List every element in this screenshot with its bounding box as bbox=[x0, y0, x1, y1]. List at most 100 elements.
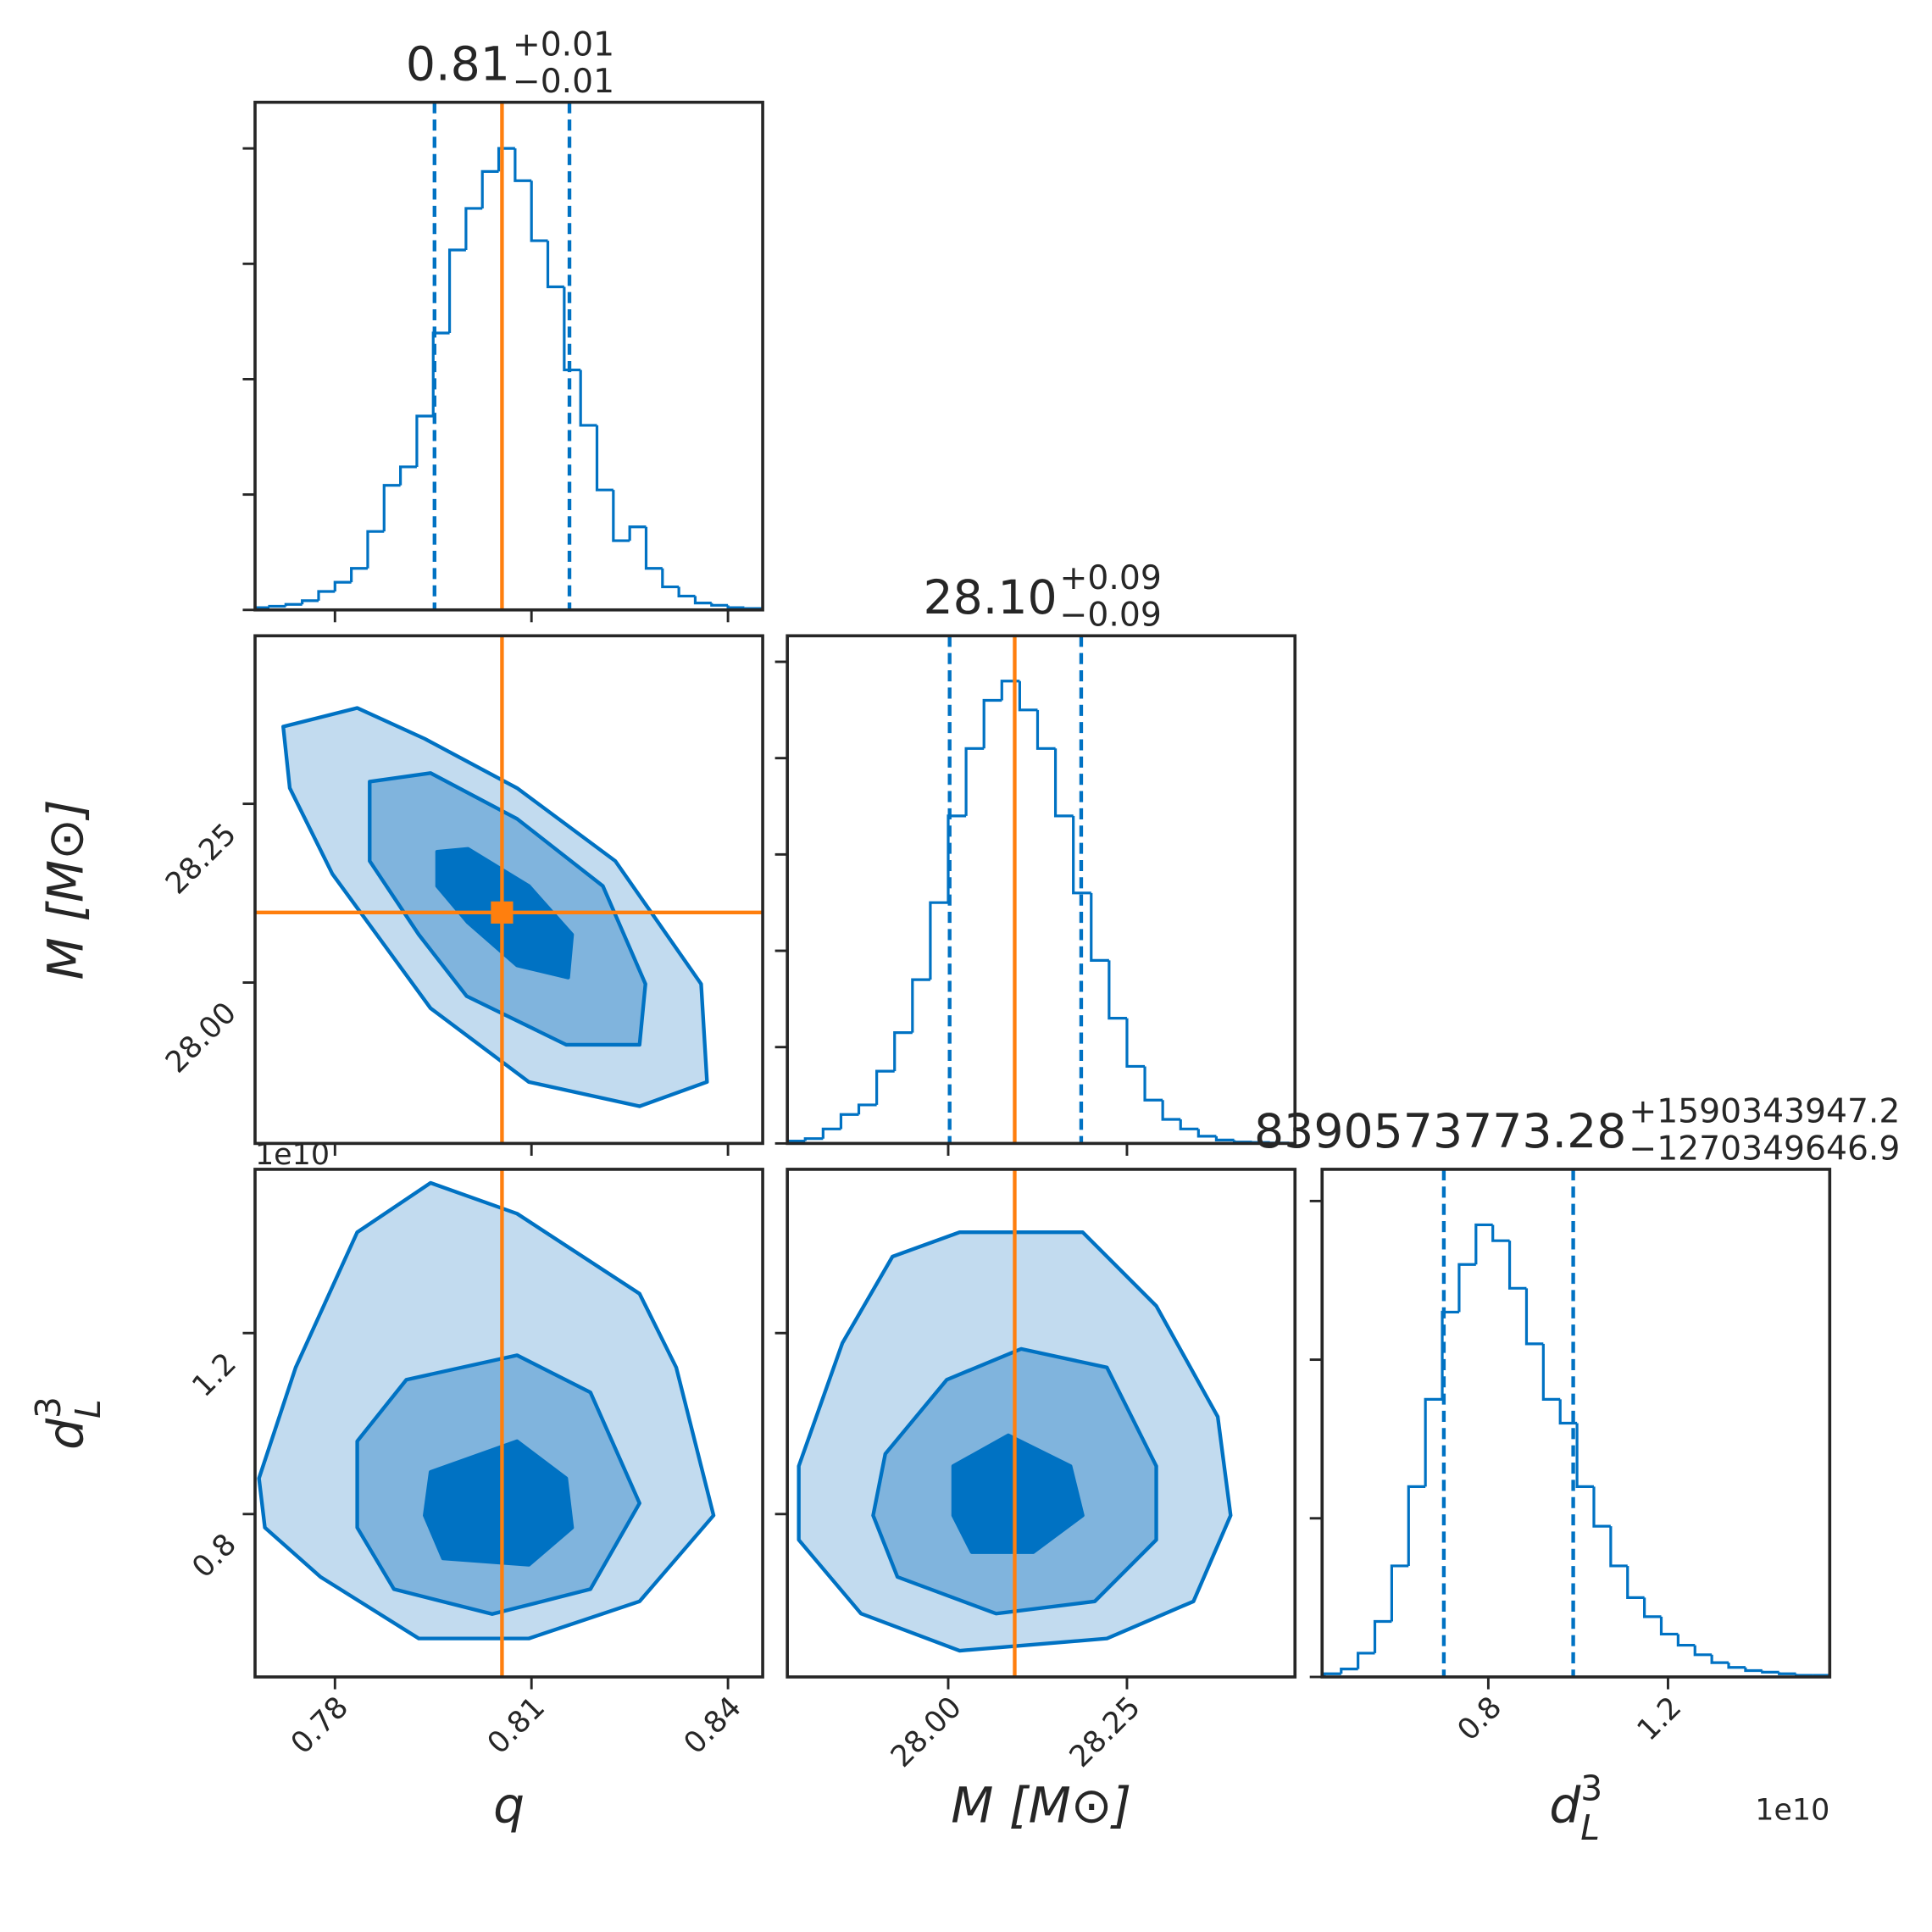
histogram-step bbox=[1609, 1526, 1628, 1568]
truth-marker bbox=[491, 901, 514, 924]
histogram-step bbox=[480, 169, 499, 208]
axis-label: q bbox=[493, 1777, 525, 1835]
histogram-step bbox=[1072, 815, 1091, 895]
histogram-step bbox=[1125, 1018, 1146, 1069]
histogram-step bbox=[1424, 1397, 1443, 1487]
x-tick-label: 0.84 bbox=[678, 1690, 748, 1761]
y-tick-label: 28.00 bbox=[159, 996, 243, 1080]
histogram-step bbox=[726, 605, 745, 609]
panel-title-lower: −0.01 bbox=[513, 63, 614, 101]
histogram-step bbox=[982, 698, 1002, 749]
histogram-step bbox=[1676, 1634, 1696, 1647]
panel bbox=[254, 102, 763, 610]
histogram-step bbox=[710, 602, 729, 607]
axis-label-sup: 3 bbox=[1580, 1768, 1602, 1808]
axis-label: d3L bbox=[28, 1396, 108, 1450]
histogram-step bbox=[644, 526, 663, 570]
histogram-step bbox=[1778, 1672, 1796, 1675]
axis-label-group: M [M⊙] bbox=[951, 1777, 1131, 1835]
panel-title-lower: −0.09 bbox=[1060, 597, 1162, 635]
x-tick-label: 0.8 bbox=[1452, 1690, 1509, 1748]
panel-title: 0.81 bbox=[406, 38, 510, 92]
histogram-step bbox=[1710, 1654, 1729, 1664]
histogram-step bbox=[301, 599, 319, 605]
axis-label-group: M [M⊙] bbox=[36, 799, 94, 980]
x-tick-label: 1.2 bbox=[1631, 1690, 1689, 1748]
panel bbox=[254, 636, 763, 1144]
histogram-step bbox=[514, 148, 532, 182]
axes-frame bbox=[786, 634, 1297, 1146]
y-tick-label: 1.2 bbox=[186, 1346, 243, 1404]
axis-label-base: d bbox=[1549, 1777, 1581, 1835]
histogram-step bbox=[787, 1139, 806, 1144]
histogram-step bbox=[1507, 1241, 1527, 1290]
histogram-step bbox=[929, 901, 949, 980]
histogram-step bbox=[857, 1103, 877, 1115]
histogram-step bbox=[546, 241, 564, 289]
axis-label-base: d bbox=[36, 1418, 94, 1450]
histogram-step bbox=[1161, 1100, 1181, 1121]
histogram-step bbox=[612, 490, 630, 542]
histogram-step bbox=[1761, 1670, 1779, 1674]
contour bbox=[423, 1439, 575, 1567]
histogram-step bbox=[1643, 1597, 1662, 1618]
axes-frame bbox=[253, 634, 764, 1146]
histogram-step bbox=[1035, 709, 1056, 750]
histogram-step bbox=[1744, 1667, 1763, 1673]
histogram-step bbox=[1693, 1645, 1713, 1657]
histogram-step bbox=[875, 1069, 895, 1105]
axes-frame bbox=[1320, 1168, 1832, 1679]
histogram-step bbox=[1541, 1343, 1561, 1401]
histogram-step bbox=[382, 484, 401, 532]
histogram-step bbox=[1575, 1423, 1594, 1488]
histogram-step bbox=[1626, 1565, 1645, 1600]
histogram-step bbox=[1524, 1288, 1544, 1346]
histogram-step bbox=[1196, 1129, 1217, 1138]
histogram-step bbox=[1491, 1224, 1510, 1242]
histogram-step bbox=[1813, 1674, 1830, 1678]
histogram-step bbox=[1108, 960, 1127, 1020]
histogram-step bbox=[1727, 1663, 1746, 1669]
histogram-step bbox=[317, 590, 336, 601]
axis-label-group: q bbox=[493, 1777, 525, 1835]
histogram-step bbox=[839, 1113, 859, 1130]
histogram-step bbox=[1558, 1399, 1578, 1425]
histogram-step bbox=[530, 180, 548, 242]
histogram-step bbox=[254, 606, 270, 609]
histogram-step bbox=[1053, 748, 1074, 818]
histogram-step bbox=[333, 580, 352, 591]
histogram-step bbox=[399, 465, 417, 486]
histogram-step bbox=[1143, 1066, 1163, 1102]
y-tick-label: 0.8 bbox=[186, 1528, 243, 1585]
histogram-step bbox=[1373, 1619, 1392, 1653]
y-tick-label: 28.25 bbox=[159, 817, 243, 901]
axis-label-sub: L bbox=[1580, 1807, 1600, 1848]
histogram-step bbox=[350, 567, 368, 583]
histogram-step bbox=[803, 1137, 824, 1141]
panel-title: 8390573773.28 bbox=[1254, 1105, 1626, 1159]
offset-text: 1e10 bbox=[1755, 1794, 1829, 1828]
offset-text: 1e10 bbox=[255, 1138, 330, 1172]
histogram-step bbox=[1592, 1486, 1611, 1528]
x-tick-label: 0.81 bbox=[481, 1690, 552, 1761]
panel bbox=[787, 636, 1290, 1144]
histogram-step bbox=[366, 530, 385, 569]
histogram-step bbox=[821, 1127, 841, 1139]
panel-title: 28.10 bbox=[923, 571, 1057, 625]
axis-label-sup: 3 bbox=[28, 1396, 69, 1418]
histogram-step bbox=[661, 568, 680, 589]
axis-label-sub: L bbox=[68, 1399, 108, 1418]
histogram-step bbox=[893, 1031, 913, 1072]
histogram-step bbox=[268, 604, 286, 608]
axis-label-group: d3L bbox=[28, 1396, 108, 1450]
histogram-step bbox=[1090, 892, 1109, 962]
histogram-step bbox=[1357, 1652, 1375, 1669]
x-tick-label: 0.78 bbox=[285, 1690, 355, 1761]
panel-title-upper: +1590343947.2 bbox=[1629, 1093, 1900, 1131]
histogram-step bbox=[964, 747, 985, 816]
histogram-step bbox=[1457, 1263, 1476, 1313]
axis-label: M [M⊙] bbox=[36, 799, 94, 980]
histogram-step bbox=[1179, 1119, 1199, 1130]
